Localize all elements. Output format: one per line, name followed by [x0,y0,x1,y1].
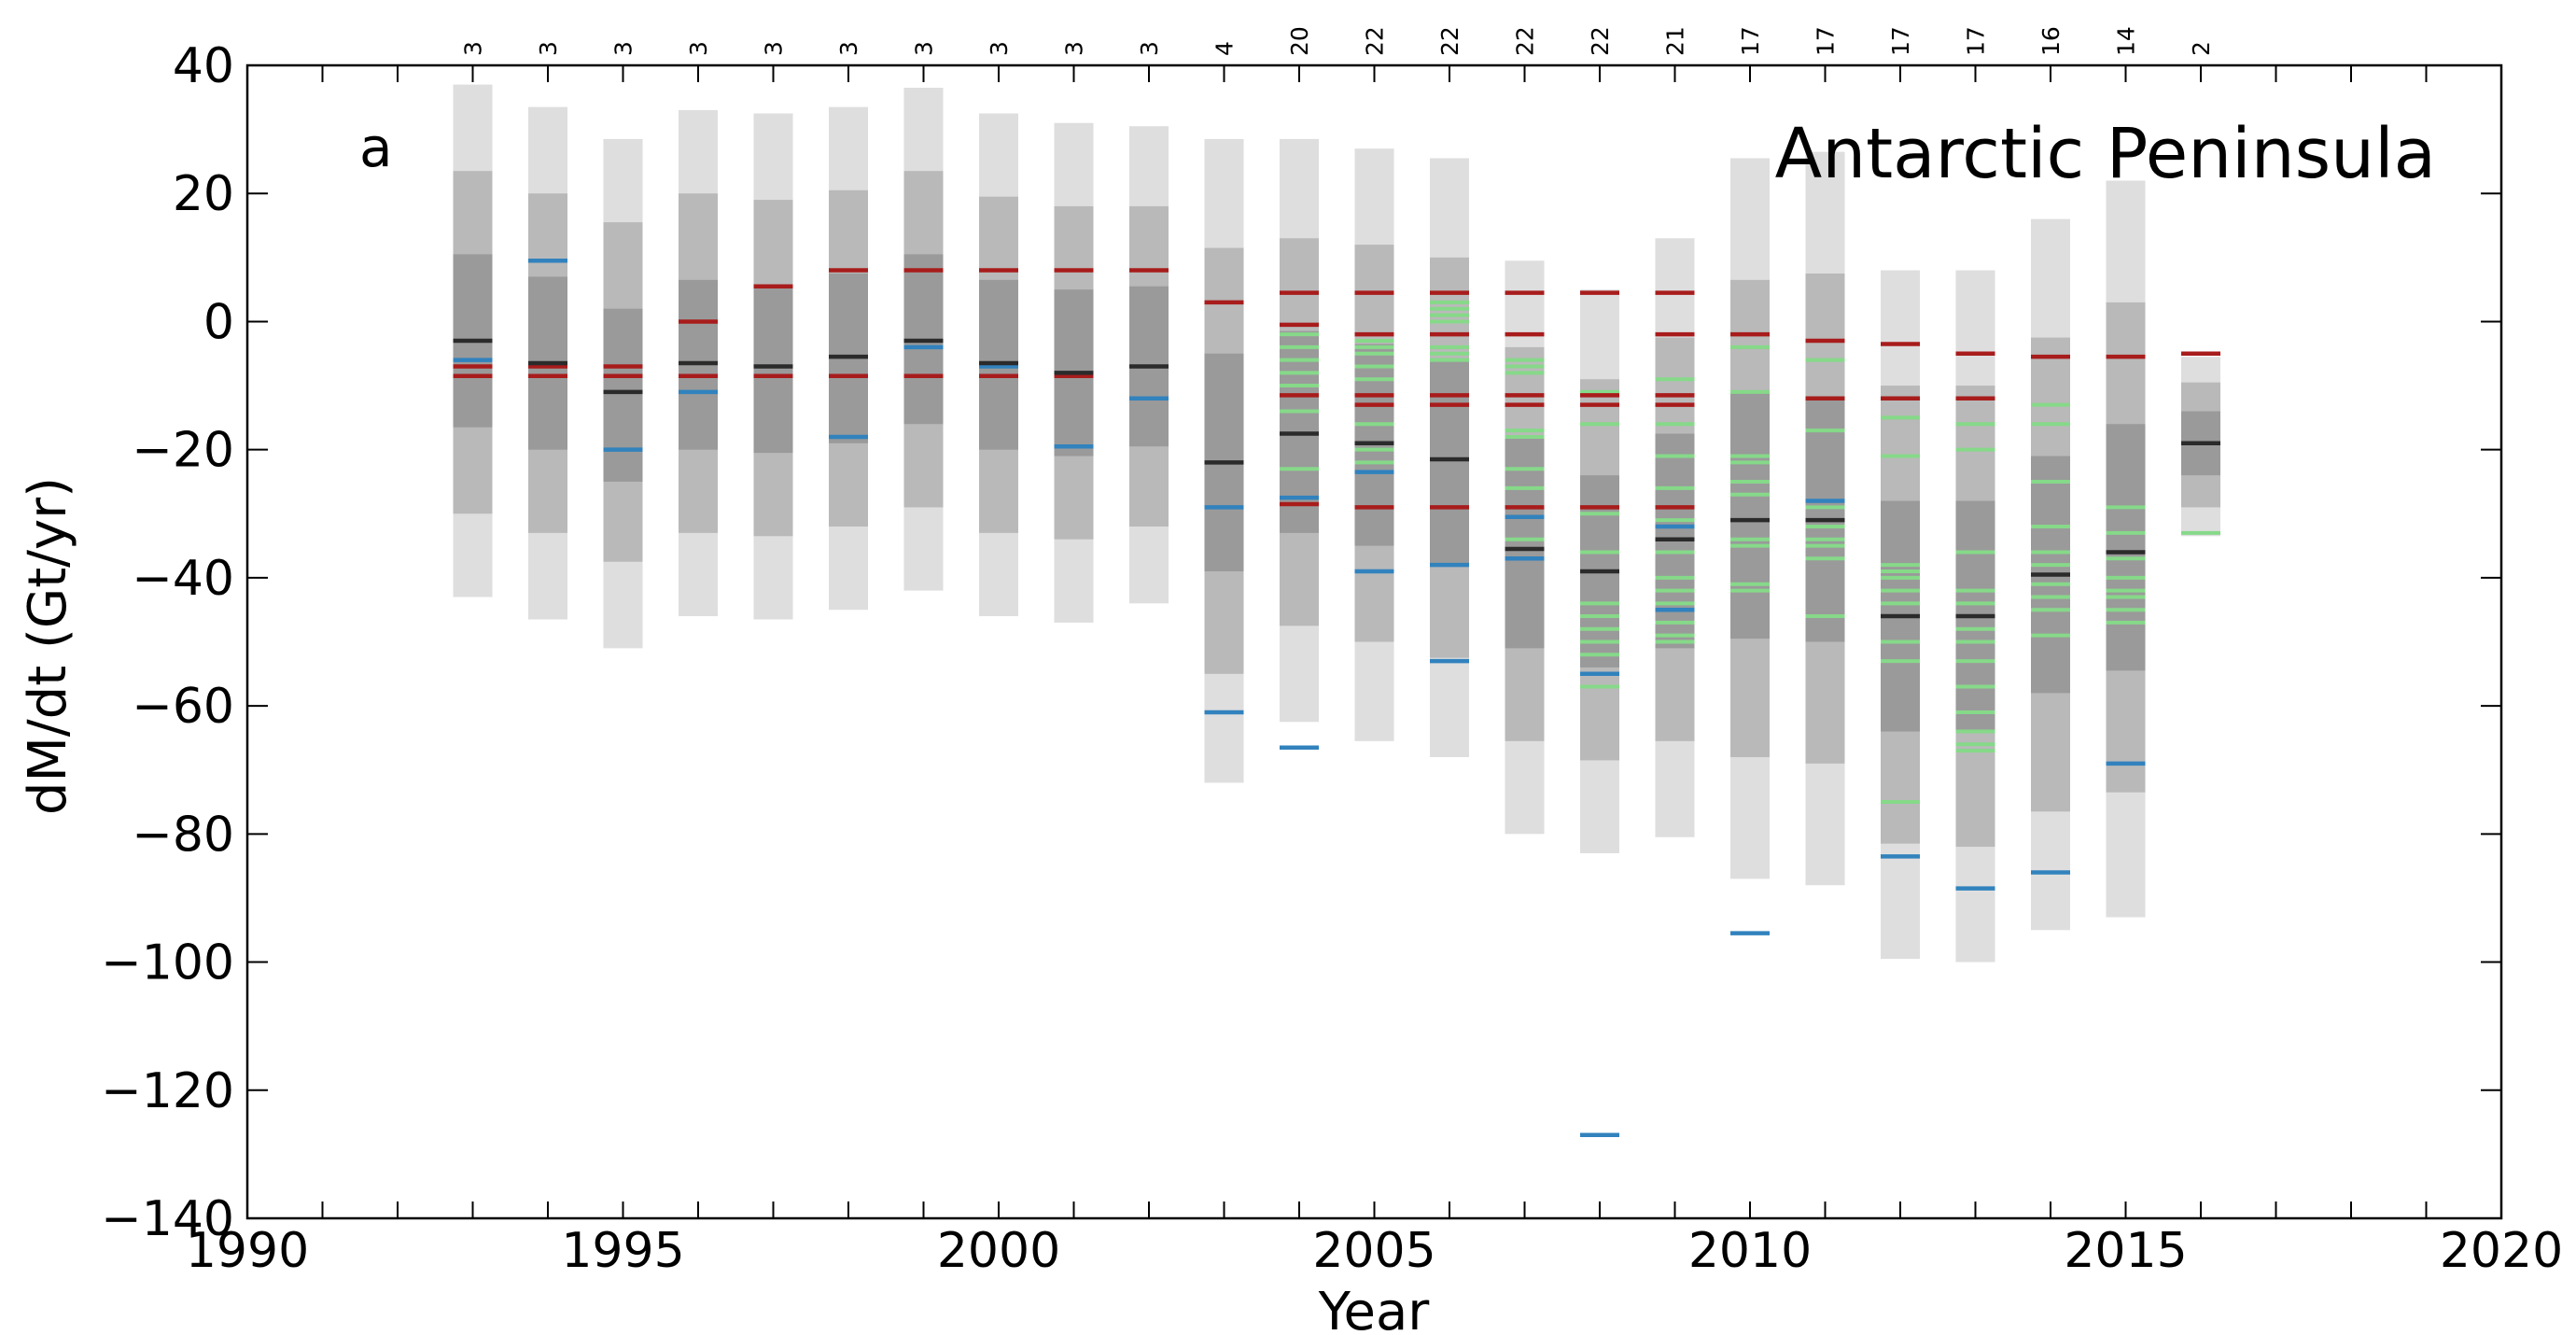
count-label-2004: 20 [1286,26,1313,56]
y-tick-label: −40 [132,551,234,607]
y-tick-label: −80 [132,807,234,863]
y-tick-label: 20 [173,166,234,222]
count-label-2002: 3 [1136,41,1163,56]
x-tick-label: 2000 [937,1223,1060,1279]
band-inner-2010 [1730,391,1770,639]
count-label-2012: 17 [1887,26,1914,56]
x-tick-label: 1995 [561,1223,684,1279]
uncertainty-bands [453,84,2220,963]
band-inner-2015 [2106,424,2146,671]
count-label-2001: 3 [1061,41,1088,56]
count-label-2000: 3 [986,41,1013,56]
count-label-1999: 3 [911,41,938,56]
x-tick-label: 2020 [2440,1223,2563,1279]
count-label-1993: 3 [460,41,487,56]
counts-row: 3 3 3 3 3 3 3 3 3 3 4 20 22 22 22 22 21 17 17 17 17 16 14 2 [460,26,2216,56]
band-inner-2007 [1505,436,1545,649]
count-label-2016: 2 [2188,41,2215,56]
count-label-2008: 22 [1587,26,1614,56]
y-tick-label: 40 [173,38,234,94]
count-label-1996: 3 [685,41,712,56]
y-tick-label: −120 [101,1063,234,1119]
x-tick-label: 2015 [2064,1223,2187,1279]
band-inner-1995 [603,308,643,482]
count-label-2005: 22 [1362,26,1389,56]
estimate-marks [453,259,2220,1138]
axes: 1990 1995 2000 2005 2010 2015 2020 40 20 0 −20 −40 −… [101,38,2563,1279]
y-tick-label: −60 [132,679,234,735]
panel-letter: a [359,116,393,179]
y-tick-label: −100 [101,935,234,991]
band-inner-1997 [753,286,793,454]
count-label-1995: 3 [610,41,637,56]
count-label-1994: 3 [535,41,562,56]
count-label-1998: 3 [835,41,862,56]
count-label-2007: 22 [1512,26,1539,56]
x-tick-label: 2010 [1688,1223,1812,1279]
count-label-2003: 4 [1211,41,1239,56]
count-label-2013: 17 [1963,26,1990,56]
count-label-2014: 16 [2037,26,2065,56]
count-label-2011: 17 [1813,26,1840,56]
count-label-2009: 21 [1662,26,1689,56]
y-tick-label: −140 [101,1191,234,1247]
y-tick-label: −20 [132,423,234,479]
count-label-2010: 17 [1737,26,1764,56]
chart-title: Antarctic Peninsula [1775,114,2436,194]
x-tick-label: 1990 [186,1223,309,1279]
count-label-1997: 3 [761,41,788,56]
y-axis-title: dM/dt (Gt/yr) [18,477,78,815]
x-tick-label: 2005 [1312,1223,1435,1279]
count-label-2015: 14 [2113,26,2140,56]
band-inner-2006 [1430,359,1469,566]
y-tick-label: 0 [203,294,234,350]
x-axis-title: Year [1318,1282,1431,1335]
count-label-2006: 22 [1436,26,1463,56]
